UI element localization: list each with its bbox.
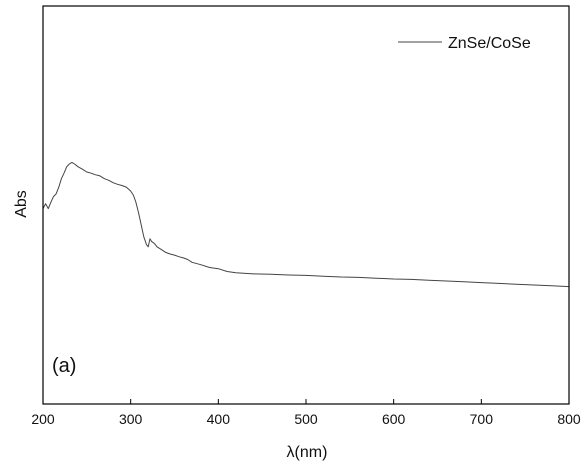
x-axis-title: λ(nm) xyxy=(287,444,328,461)
x-tick-label: 200 xyxy=(31,411,55,427)
x-tick-label: 300 xyxy=(119,411,143,427)
plot-area-frame xyxy=(42,5,570,405)
x-tick-label: 500 xyxy=(294,411,318,427)
panel-label: (a) xyxy=(52,355,76,377)
x-tick-label: 600 xyxy=(382,411,406,427)
x-axis-ticks: 200 300 400 500 600 700 800 xyxy=(31,399,581,427)
legend: ZnSe/CoSe xyxy=(398,35,531,52)
x-tick-label: 700 xyxy=(470,411,494,427)
series-line-zncose xyxy=(42,161,570,288)
x-tick-label: 400 xyxy=(207,411,231,427)
x-tick-label: 800 xyxy=(557,411,581,427)
legend-label-zncose: ZnSe/CoSe xyxy=(448,35,531,52)
series-layer xyxy=(42,161,570,288)
y-axis-title: Abs xyxy=(13,190,30,218)
